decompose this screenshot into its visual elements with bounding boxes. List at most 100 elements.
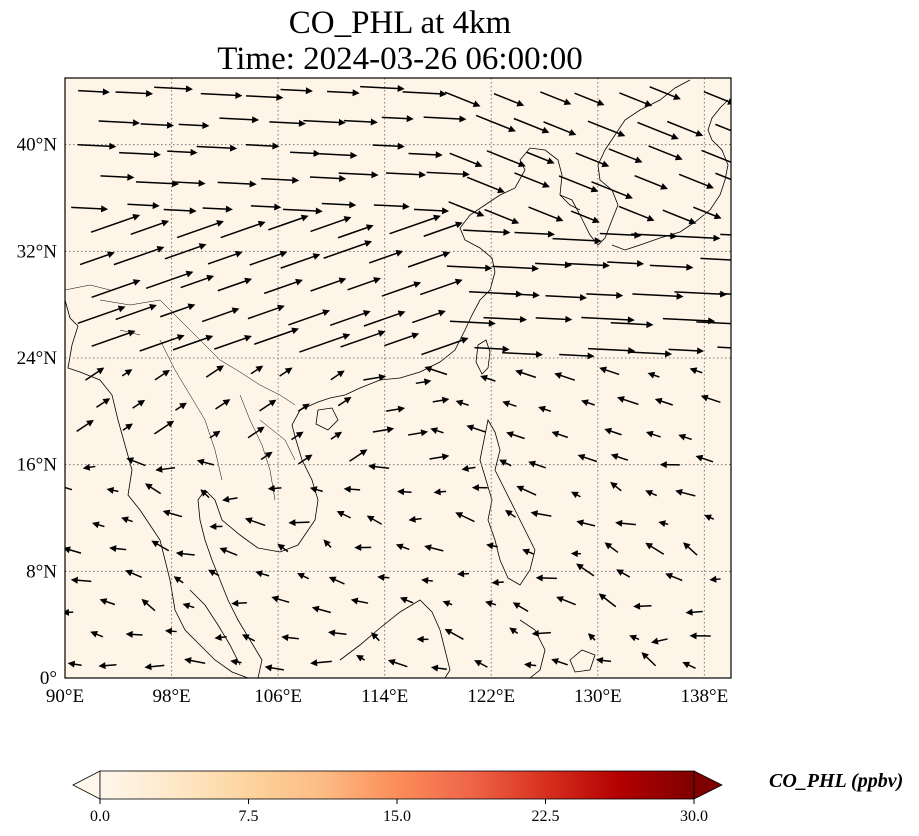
wind-arrow [184, 657, 206, 665]
wind-arrow [683, 542, 698, 556]
wind-arrow [493, 92, 525, 107]
wind-arrow [587, 120, 626, 137]
wind-arrow [267, 484, 282, 492]
wind-arrow [280, 253, 321, 269]
wind-arrow [309, 175, 347, 182]
wind-arrow [327, 629, 347, 637]
wind-arrow [531, 629, 551, 637]
wind-arrow [545, 293, 588, 301]
wind-arrow [715, 172, 731, 181]
wind-arrow [309, 486, 323, 494]
wind-arrow [98, 119, 140, 127]
wind-arrow [486, 150, 526, 168]
wind-arrow [209, 430, 221, 439]
wind-arrow [217, 180, 257, 188]
wind-arrow [372, 426, 395, 434]
wind-arrow [144, 663, 165, 671]
wind-arrow [264, 664, 284, 672]
wind-arrow [528, 206, 564, 222]
wind-arrow [516, 485, 537, 496]
wind-arrow [466, 176, 505, 194]
colorbar-tick-label: 0.0 [90, 808, 110, 825]
wind-arrow [205, 365, 225, 378]
wind-arrow [371, 632, 380, 642]
wind-arrow [91, 329, 136, 347]
coastline-indochina [197, 147, 581, 678]
wind-arrow [412, 309, 446, 324]
wind-arrow [513, 117, 550, 134]
wind-arrow [554, 372, 576, 381]
wind-arrow [703, 90, 731, 105]
wind-arrow [576, 563, 595, 577]
wind-arrow [366, 515, 383, 525]
wind-arrow [319, 151, 358, 159]
wind-arrow [455, 399, 469, 407]
wind-arrow [574, 92, 605, 106]
x-tick-label: 98°E [152, 686, 190, 707]
wind-arrow [381, 281, 422, 297]
wind-arrow [249, 250, 288, 266]
wind-arrow [556, 596, 576, 606]
wind-arrow [571, 491, 581, 499]
wind-arrow [281, 634, 299, 642]
wind-arrow [408, 151, 443, 159]
wind-arrow [372, 142, 405, 150]
wind-arrow [645, 430, 661, 438]
wind-arrow [384, 332, 420, 347]
wind-arrow [144, 483, 162, 495]
wind-arrow [162, 509, 183, 518]
wind-arrow [106, 486, 119, 494]
x-tick-label: 114°E [361, 686, 408, 707]
wind-arrow [444, 91, 481, 108]
wind-arrow [515, 369, 537, 379]
wind-arrow [82, 463, 96, 471]
wind-arrow [70, 576, 92, 584]
colorbar-extend-high [693, 770, 723, 800]
wind-arrow [615, 519, 636, 527]
wind-arrow [637, 121, 679, 140]
wind-arrow [575, 152, 610, 168]
wind-arrow [96, 398, 111, 408]
wind-arrow [551, 430, 568, 439]
wind-arrow [492, 264, 540, 272]
wind-arrow [399, 596, 414, 604]
wind-arrow [323, 240, 373, 259]
wind-arrow [426, 170, 470, 178]
wind-arrow [449, 319, 496, 327]
wind-arrow [665, 572, 683, 582]
wind-arrow [115, 304, 157, 321]
wind-arrow [343, 118, 378, 126]
wind-arrow [337, 224, 374, 239]
wind-arrow [433, 488, 447, 496]
wind-arrow [599, 231, 642, 239]
wind-arrow [526, 151, 555, 165]
wind-arrow [402, 90, 447, 98]
wind-arrow [421, 337, 469, 356]
wind-arrow [570, 210, 600, 224]
wind-arrow [649, 263, 694, 271]
wind-arrow [164, 243, 207, 260]
wind-arrow [310, 216, 352, 233]
wind-arrow [288, 309, 331, 326]
wind-arrow [595, 656, 612, 664]
wind-arrow [616, 569, 631, 578]
wind-arrow [486, 542, 498, 550]
wind-arrow [121, 516, 133, 524]
wind-arrow [323, 539, 332, 548]
wind-arrow [201, 307, 240, 323]
wind-arrow [514, 172, 550, 188]
wind-vectors [65, 85, 731, 672]
wind-arrow [522, 548, 535, 556]
wind-arrow [633, 602, 652, 610]
coastline-japan [611, 99, 729, 251]
wind-arrow [125, 569, 142, 578]
wind-arrow [381, 115, 414, 123]
wind-arrow [530, 510, 552, 518]
wind-arrow [178, 122, 210, 130]
wind-arrow [604, 427, 622, 436]
wind-arrow [397, 488, 412, 496]
wind-arrow [407, 251, 451, 268]
wind-arrow [125, 630, 143, 638]
wind-arrow [141, 598, 156, 612]
